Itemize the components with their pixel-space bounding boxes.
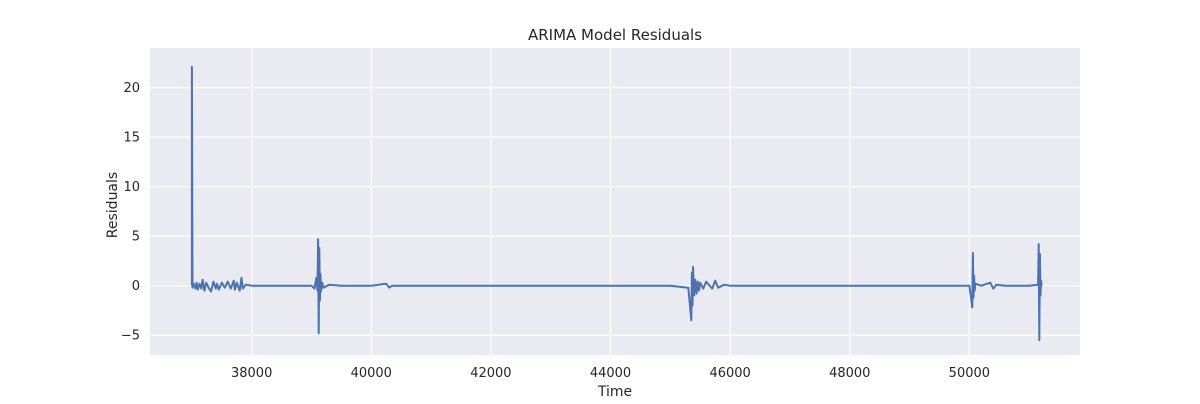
y-tick-label: −5 xyxy=(121,329,140,344)
series-layer xyxy=(190,65,1043,342)
x-tick-label: 46000 xyxy=(709,366,750,381)
chart-title: ARIMA Model Residuals xyxy=(528,26,702,44)
x-tick-label: 50000 xyxy=(949,366,990,381)
x-axis-label: Time xyxy=(597,384,632,400)
x-tick-label: 40000 xyxy=(351,366,392,381)
y-tick-label: 0 xyxy=(132,279,140,294)
y-tick-label: 5 xyxy=(132,230,140,245)
plot-area-background xyxy=(150,48,1080,355)
y-tick-label: 20 xyxy=(123,81,140,96)
x-tick-label: 38000 xyxy=(231,366,272,381)
y-tick-label: 15 xyxy=(123,131,140,146)
y-tick-label: 10 xyxy=(123,180,140,195)
tick-labels: 38000 40000 42000 44000 46000 48000 50000 −5 0 5 1… xyxy=(121,81,990,381)
x-tick-label: 48000 xyxy=(829,366,870,381)
residuals-series-line xyxy=(190,65,1043,342)
x-tick-label: 42000 xyxy=(470,366,511,381)
x-tick-label: 44000 xyxy=(590,366,631,381)
y-axis-label: Residuals xyxy=(105,172,121,238)
